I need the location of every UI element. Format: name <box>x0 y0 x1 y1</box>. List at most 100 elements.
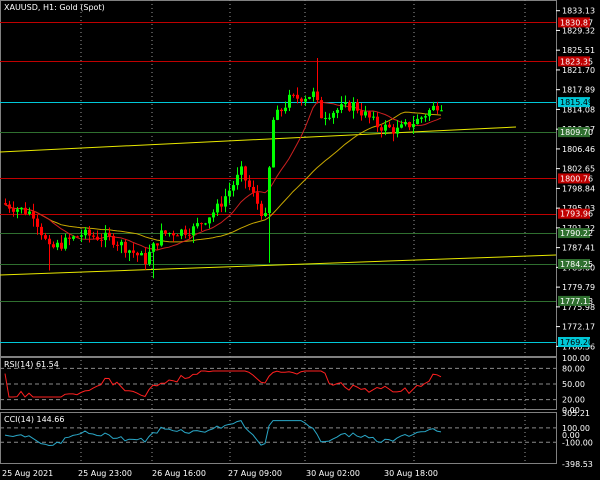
candle-body <box>348 102 351 111</box>
price-tag-label: 1769.20 <box>560 338 593 347</box>
candle-body <box>128 250 131 253</box>
candle-body <box>84 229 87 236</box>
candle-body <box>236 174 239 186</box>
candle-body <box>424 116 427 118</box>
rsi-tick-label: 20.00 <box>562 396 585 405</box>
time-label: 25 Aug 23:00 <box>78 469 132 478</box>
candles <box>4 58 443 279</box>
price-tag <box>558 259 590 270</box>
price-tag <box>558 97 590 108</box>
candle-body <box>56 242 59 248</box>
price-tick-label: 1795.03 <box>562 204 595 213</box>
rsi-title: RSI(14) 61.54 <box>4 360 59 369</box>
candle-body <box>68 237 71 239</box>
candle-body <box>396 127 399 134</box>
candle-body <box>316 91 319 101</box>
price-tag <box>558 228 590 239</box>
candle-body <box>176 235 179 237</box>
cci-line <box>4 420 442 447</box>
candle-body <box>100 239 103 241</box>
price-tag-label: 1793.96 <box>560 210 593 219</box>
cci-tick-label: -100.00 <box>562 438 593 447</box>
rsi-line <box>4 370 442 398</box>
candle-body <box>248 180 251 187</box>
candle-body <box>320 100 323 119</box>
price-tick-label: 1775.98 <box>562 303 595 312</box>
candle-body <box>340 104 343 110</box>
price-tag-label: 1777.13 <box>560 297 593 306</box>
candle-body <box>92 235 95 237</box>
candle-body <box>232 185 235 191</box>
price-tick-label: 1833.13 <box>562 7 595 16</box>
candle-body <box>24 207 27 214</box>
cci-pane-border <box>0 412 557 464</box>
candle-body <box>52 244 55 248</box>
candle-body <box>28 211 31 214</box>
candle-body <box>140 253 143 256</box>
candle-body <box>48 238 51 245</box>
candle-body <box>388 124 391 128</box>
price-tick-label: 1814.08 <box>562 105 595 114</box>
candle-body <box>360 110 363 116</box>
candle-body <box>32 211 35 219</box>
candle-body <box>132 250 135 253</box>
cci-tick-label: 100.00 <box>562 424 590 433</box>
price-tick-label: 1825.51 <box>562 46 595 55</box>
price-tag-label: 1809.70 <box>560 128 593 137</box>
upper-trendline <box>0 126 517 153</box>
candle-body <box>112 235 115 245</box>
candle-body <box>156 243 159 246</box>
candle-body <box>364 111 367 116</box>
candle-body <box>200 223 203 225</box>
candle-body <box>292 94 295 96</box>
candle-body <box>284 107 287 112</box>
candle-body <box>16 209 19 212</box>
price-tick-label: 1817.89 <box>562 86 595 95</box>
candle-body <box>88 229 91 236</box>
candle-body <box>252 186 255 193</box>
candle-body <box>80 235 83 237</box>
candle-body <box>368 111 371 118</box>
candle-body <box>136 252 139 256</box>
candle-body <box>36 218 39 227</box>
lower-trendline <box>0 254 557 276</box>
price-tick-label: 1806.46 <box>562 145 595 154</box>
candle-body <box>308 97 311 99</box>
candle-body <box>272 119 275 168</box>
candle-body <box>280 109 283 112</box>
candle-body <box>144 253 147 265</box>
candle-body <box>228 190 231 197</box>
candle-body <box>420 117 423 119</box>
chart-title: XAUUSD, H1: Gold (Spot) <box>4 3 105 12</box>
candle-body <box>60 242 63 249</box>
candle-body <box>436 105 439 111</box>
candle-body <box>324 117 327 119</box>
candle-body <box>44 235 47 239</box>
candle-body <box>312 91 315 98</box>
candle-body <box>268 167 271 214</box>
candle-body <box>4 203 7 205</box>
candle-body <box>288 94 291 108</box>
candle-body <box>376 116 379 128</box>
candle-body <box>164 230 167 234</box>
candle-body <box>76 236 79 238</box>
candle-body <box>64 237 67 249</box>
candle-body <box>412 124 415 128</box>
candle-body <box>124 241 127 253</box>
candle-body <box>216 203 219 213</box>
candle-body <box>116 244 119 246</box>
time-label: 27 Aug 09:00 <box>228 469 282 478</box>
candle-body <box>336 109 339 113</box>
candle-body <box>96 236 99 240</box>
candle-body <box>12 208 15 212</box>
cci-title: CCI(14) 144.66 <box>4 415 65 424</box>
price-tick-label: 1798.84 <box>562 184 595 193</box>
candle-body <box>408 121 411 128</box>
candle-body <box>372 116 375 118</box>
candle-body <box>108 232 111 236</box>
rsi-tick-label: 0.00 <box>562 406 580 415</box>
time-label: 30 Aug 18:00 <box>384 469 438 478</box>
slow-moving-average <box>4 111 442 243</box>
candle-body <box>260 203 263 217</box>
